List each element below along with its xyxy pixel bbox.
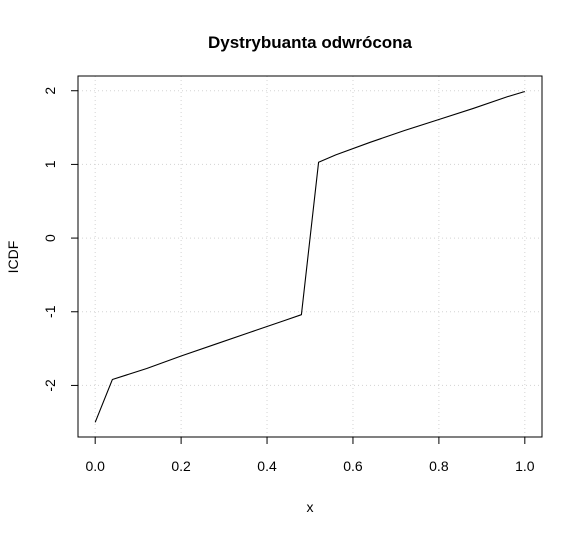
y-tick-label: 0 [42, 234, 58, 242]
y-tick-label: -1 [42, 305, 58, 318]
x-tick-label: 0.6 [343, 458, 363, 474]
axis-layer: 0.0 0.2 0.4 0.6 0.8 1.0 -2 -1 0 1 2 [42, 87, 535, 474]
plot-frame [77, 75, 543, 438]
y-tick-label: 1 [42, 160, 58, 168]
x-tick-label: 0.4 [257, 458, 277, 474]
y-tick-label: -2 [42, 379, 58, 392]
y-axis-label: ICDF [5, 241, 21, 274]
x-tick-label: 0.8 [429, 458, 449, 474]
x-tick-label: 0.0 [85, 458, 105, 474]
y-tick-label: 2 [42, 87, 58, 95]
x-tick-label: 0.2 [171, 458, 191, 474]
x-tick-label: 1.0 [515, 458, 535, 474]
chart-title: Dystrybuanta odwrócona [208, 33, 413, 52]
x-axis-label: x [307, 499, 314, 515]
grid-layer [78, 76, 542, 437]
data-layer [94, 90, 525, 423]
series-line [94, 90, 525, 423]
